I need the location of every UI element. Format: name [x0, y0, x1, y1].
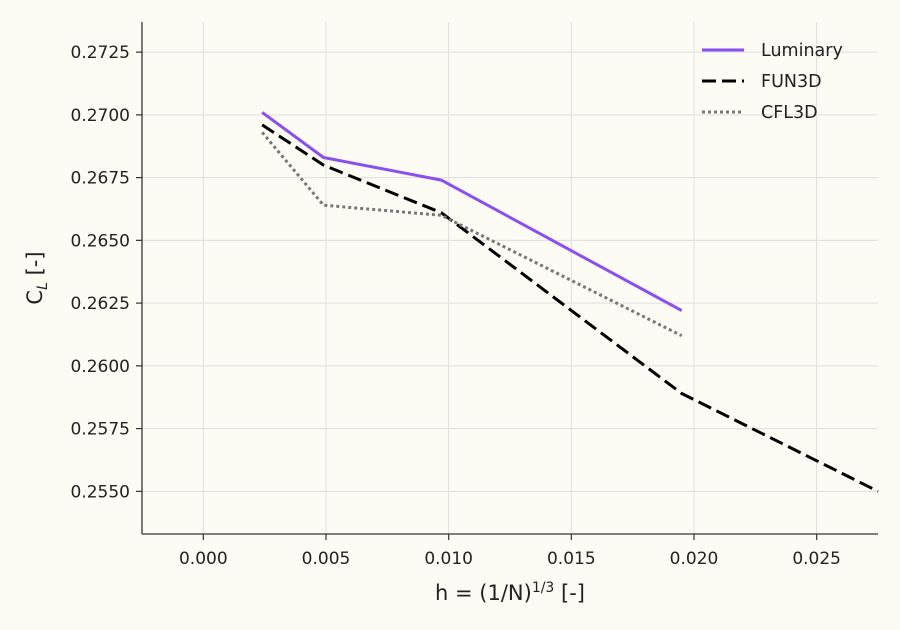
y-tick-label: 0.2675	[71, 169, 130, 189]
x-tick-label: 0.010	[424, 549, 473, 569]
x-tick-label: 0.000	[179, 549, 228, 569]
series-line-fun3d	[261, 123, 879, 493]
x-tick-label: 0.015	[547, 549, 596, 569]
series-line-cfl3d	[261, 131, 683, 338]
x-tick-label: 0.005	[302, 549, 351, 569]
x-ticks: 0.000 0.005 0.010 0.015 0.020 0.025	[179, 534, 841, 569]
y-tick-label: 0.2625	[71, 294, 130, 314]
legend-label-luminary: Luminary	[761, 41, 843, 61]
y-ticks: 0.2550 0.2575 0.2600 0.2625 0.2650 0.2675 0.27…	[71, 43, 142, 502]
axes	[141, 22, 878, 535]
legend-label-cfl3d: CFL3D	[761, 103, 818, 123]
y-tick-label: 0.2725	[71, 43, 130, 63]
grid	[142, 22, 878, 534]
x-tick-label: 0.020	[670, 549, 719, 569]
legend: Luminary FUN3D CFL3D	[702, 41, 843, 123]
x-axis-title: h = (1/N)1/3 [-]	[435, 580, 585, 605]
y-axis-title: CL [-]	[23, 251, 51, 304]
y-tick-label: 0.2575	[71, 420, 130, 440]
y-tick-label: 0.2650	[71, 231, 130, 251]
series-line-luminary	[261, 111, 683, 312]
y-tick-label: 0.2550	[71, 482, 130, 502]
y-tick-label: 0.2600	[71, 357, 130, 377]
x-tick-label: 0.025	[792, 549, 841, 569]
y-tick-label: 0.2700	[71, 106, 130, 126]
series-lines	[261, 111, 879, 493]
legend-label-fun3d: FUN3D	[761, 72, 822, 92]
